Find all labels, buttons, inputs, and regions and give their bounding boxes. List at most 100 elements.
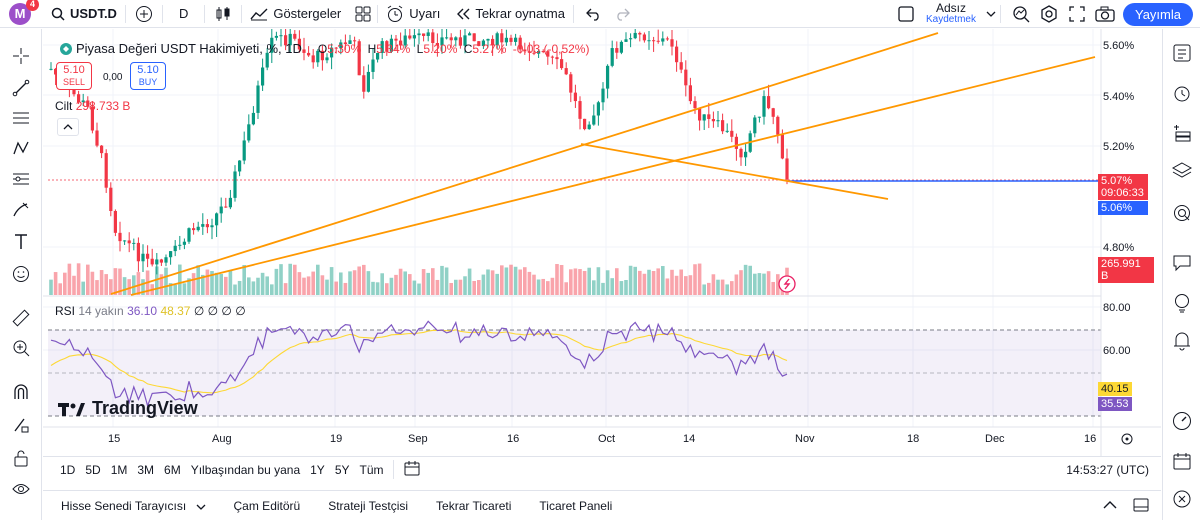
trendline-2[interactable] <box>130 56 1096 296</box>
volume-bar <box>674 275 679 295</box>
divider <box>161 4 163 23</box>
layers-button[interactable] <box>1168 157 1196 185</box>
watchlist-button[interactable] <box>1168 39 1196 67</box>
volume-bar <box>605 270 610 295</box>
volume-bar <box>90 271 95 295</box>
range-3m[interactable]: 3M <box>137 462 155 477</box>
undo-button[interactable] <box>580 0 608 28</box>
text-tool[interactable] <box>7 229 35 255</box>
candle-body <box>596 102 600 116</box>
layout-button[interactable] <box>892 0 920 28</box>
layout-name[interactable]: Adsız Kaydetmek <box>920 2 982 25</box>
calendar-button[interactable] <box>1168 447 1196 475</box>
trendline-3[interactable] <box>580 143 889 200</box>
interval-button[interactable]: D <box>178 6 189 21</box>
range-1y[interactable]: 1Y <box>310 462 325 477</box>
help-button[interactable] <box>1168 485 1196 513</box>
brush-tool[interactable] <box>7 197 35 223</box>
utc-clock[interactable]: 14:53:27 (UTC) <box>1066 463 1149 477</box>
tab-replay-trading[interactable]: Tekrar Ticareti <box>436 498 512 513</box>
alert-button[interactable]: Uyarı <box>378 0 448 28</box>
alerts-button[interactable] <box>1168 79 1196 107</box>
fullscreen-button[interactable] <box>1063 0 1091 28</box>
range-ytd[interactable]: Yılbaşından bu yana <box>190 462 301 477</box>
candle-body <box>776 116 780 135</box>
tradingview-watermark[interactable]: TradingView <box>58 398 198 419</box>
notifications-button[interactable] <box>1168 327 1196 355</box>
candle-body <box>739 148 743 158</box>
zoom-tool[interactable] <box>7 335 35 361</box>
tab-trading-panel[interactable]: Ticaret Paneli <box>539 498 613 513</box>
range-5d[interactable]: 5D <box>85 462 101 477</box>
buy-button[interactable]: 5.10 BUY <box>130 62 166 90</box>
layout-save-link[interactable]: Kaydetmek <box>925 14 976 25</box>
tab-pine-editor[interactable]: Çam Editörü <box>233 498 301 513</box>
pattern-tool[interactable] <box>7 135 35 161</box>
rsi-legend[interactable]: RSI 14 yakın 36.10 48.37 ∅ ∅ ∅ ∅ <box>55 304 246 318</box>
lightning-icon[interactable] <box>778 275 796 293</box>
candle-body <box>744 151 748 158</box>
sell-price: 5.10 <box>63 64 85 76</box>
lock-all-tool[interactable] <box>7 445 35 471</box>
chart-type-button[interactable] <box>209 0 237 28</box>
collapse-legend-button[interactable] <box>57 118 79 136</box>
candle-body <box>619 41 623 53</box>
volume-bar <box>380 273 384 295</box>
divider <box>572 4 574 23</box>
redo-button[interactable] <box>608 0 636 28</box>
data-window-button[interactable] <box>1168 199 1196 227</box>
maximize-panel-button[interactable] <box>1103 499 1117 513</box>
volume-bar <box>509 264 513 295</box>
candle-body <box>261 67 265 86</box>
hotlist-button[interactable] <box>1168 407 1196 435</box>
tab-strategy-tester[interactable]: Strateji Testçisi <box>328 498 409 513</box>
indicators-button[interactable]: Göstergeler <box>242 0 349 28</box>
icon-tool[interactable] <box>7 261 35 287</box>
horizontal-lines-tool[interactable] <box>7 105 35 131</box>
sell-button[interactable]: 5.10 SELL <box>56 62 92 90</box>
lock-draw-tool[interactable] <box>7 412 35 438</box>
time-axis-label: Sep <box>408 433 428 445</box>
quick-search-button[interactable] <box>1007 0 1035 28</box>
replay-button[interactable]: Tekrar oynatma <box>448 0 573 28</box>
user-avatar[interactable]: M 4 <box>9 0 39 25</box>
price-chart[interactable] <box>43 29 1161 456</box>
reset-time-axis-icon[interactable] <box>1121 433 1133 445</box>
tab-stock-screener[interactable]: Hisse Senedi Tarayıcısı <box>43 499 220 513</box>
range-1d[interactable]: 1D <box>60 462 76 477</box>
trendline-1[interactable] <box>110 32 939 295</box>
chat-button[interactable] <box>1168 249 1196 277</box>
range-5y[interactable]: 5Y <box>334 462 350 477</box>
hide-panel-button[interactable] <box>1133 498 1149 515</box>
measure-tool[interactable] <box>7 305 35 331</box>
layout-menu-button[interactable] <box>982 0 1000 28</box>
range-1m[interactable]: 1M <box>110 462 128 477</box>
legend-title[interactable]: Piyasa Değeri USDT Hakimiyeti, %, 1D <box>76 41 302 56</box>
snapshot-button[interactable] <box>1091 0 1119 28</box>
object-tree-button[interactable] <box>1168 119 1196 147</box>
ideas-button[interactable] <box>1168 289 1196 317</box>
crosshair-tool[interactable] <box>7 43 35 69</box>
notification-badge: 4 <box>26 0 39 11</box>
volume-bar <box>159 274 164 295</box>
range-6m[interactable]: 6M <box>164 462 181 477</box>
settings-button[interactable] <box>1035 0 1063 28</box>
candle-body <box>716 120 720 122</box>
volume-bar <box>219 273 223 295</box>
candle-body <box>435 43 439 46</box>
range-all[interactable]: Tüm <box>359 462 384 477</box>
candle-body <box>288 33 292 46</box>
trendline-tool[interactable] <box>7 75 35 101</box>
symbol-search[interactable]: USDT.D <box>43 0 125 28</box>
volume-bar <box>555 264 559 295</box>
volume-legend[interactable]: Cilt 298.733 B <box>55 99 130 113</box>
visibility-tool[interactable] <box>7 476 35 502</box>
compare-button[interactable] <box>130 0 158 28</box>
publish-button[interactable]: Yayımla <box>1123 2 1193 26</box>
candle-body <box>339 42 343 48</box>
date-range-button[interactable] <box>392 460 427 479</box>
templates-button[interactable] <box>349 0 377 28</box>
magnet-tool[interactable] <box>7 379 35 405</box>
volume-bar <box>753 273 757 295</box>
forecast-tool[interactable] <box>7 166 35 192</box>
